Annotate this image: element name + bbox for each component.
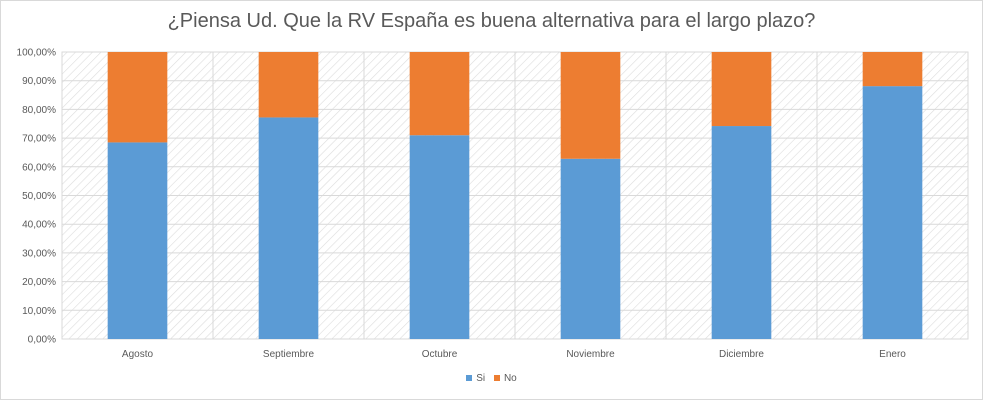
x-tick-label: Septiembre — [263, 349, 315, 360]
y-tick-label: 60,00% — [22, 162, 56, 173]
bar-si-octubre — [409, 135, 470, 339]
bar-si-noviembre — [560, 158, 621, 339]
bar-no-septiembre — [258, 52, 319, 118]
bar-si-enero — [862, 86, 923, 339]
bar-no-noviembre — [560, 52, 621, 159]
y-tick-label: 100,00% — [17, 48, 57, 59]
x-tick-label: Noviembre — [566, 349, 615, 360]
y-tick-label: 50,00% — [22, 191, 56, 202]
legend-label-si: Si — [476, 373, 486, 384]
x-tick-label: Agosto — [122, 349, 154, 360]
y-tick-label: 10,00% — [22, 306, 56, 317]
y-tick-label: 40,00% — [22, 220, 56, 231]
bar-no-diciembre — [711, 52, 772, 127]
chart-legend: Si No — [0, 373, 983, 384]
bar-si-diciembre — [711, 126, 772, 340]
legend-swatch-no — [493, 375, 500, 382]
bar-no-agosto — [107, 52, 168, 143]
y-tick-label: 20,00% — [22, 277, 56, 288]
bar-si-septiembre — [258, 117, 319, 339]
legend-label-no: No — [503, 373, 517, 384]
legend-swatch-si — [466, 375, 473, 382]
y-tick-label: 70,00% — [22, 134, 56, 145]
x-tick-label: Diciembre — [719, 349, 764, 360]
y-tick-label: 0,00% — [28, 335, 56, 346]
bar-si-agosto — [107, 142, 168, 339]
y-tick-label: 80,00% — [22, 105, 56, 116]
y-tick-label: 90,00% — [22, 76, 56, 87]
bar-no-enero — [862, 52, 923, 87]
legend-item-no: No — [493, 373, 517, 384]
bar-no-octubre — [409, 52, 470, 136]
chart-title: ¿Piensa Ud. Que la RV España es buena al… — [167, 10, 816, 32]
y-tick-label: 30,00% — [22, 248, 56, 259]
x-tick-label: Octubre — [422, 349, 458, 360]
x-tick-label: Enero — [879, 349, 906, 360]
legend-item-si: Si — [466, 373, 485, 384]
